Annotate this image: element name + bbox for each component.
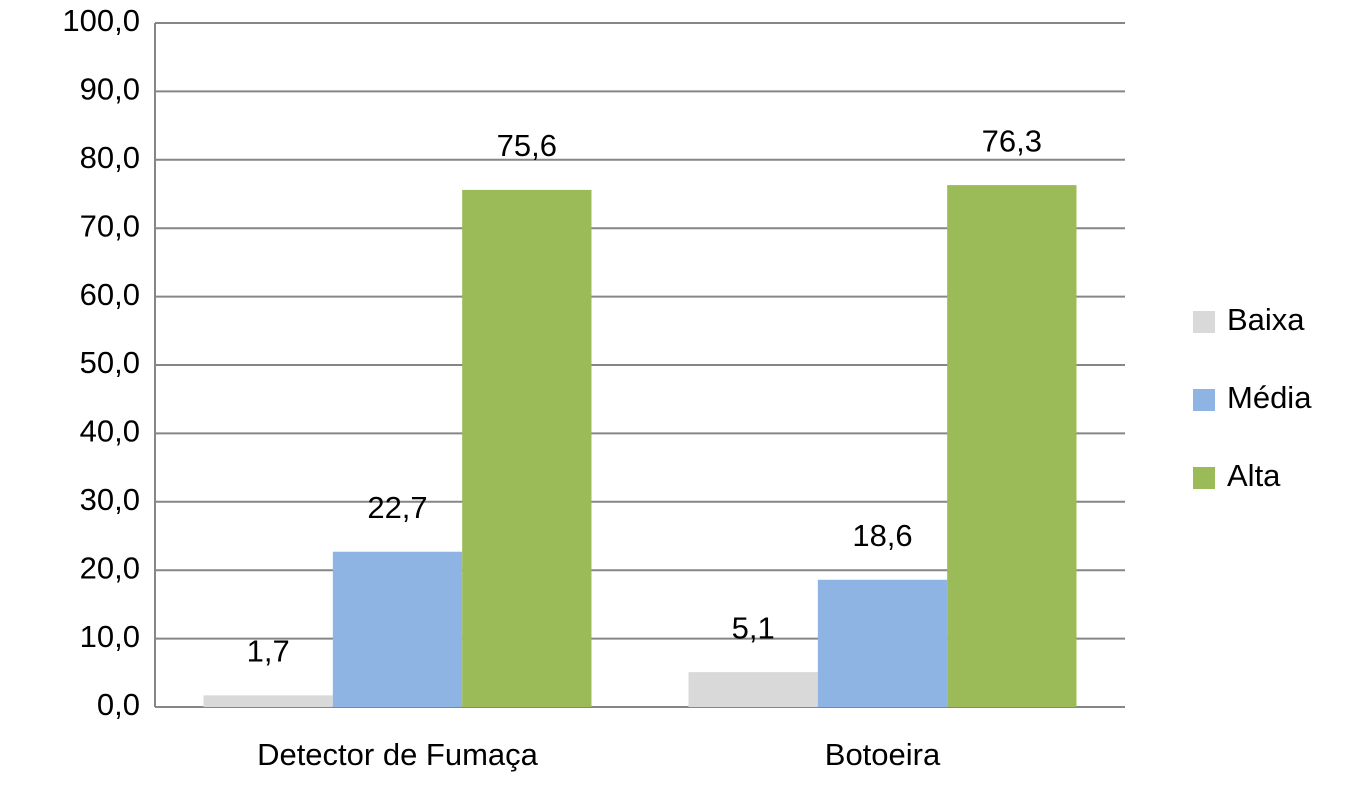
y-tick-label: 20,0 — [80, 550, 140, 585]
legend-swatch — [1193, 311, 1215, 333]
bar — [688, 672, 818, 707]
bar — [332, 551, 463, 707]
x-tick-label: Botoeira — [825, 737, 941, 772]
x-tick-label: Detector de Fumaça — [257, 737, 539, 772]
y-tick-label: 40,0 — [80, 414, 140, 449]
data-label: 1,7 — [247, 634, 290, 669]
y-tick-label: 70,0 — [80, 208, 140, 243]
data-label: 5,1 — [732, 610, 775, 645]
legend-label: Baixa — [1227, 302, 1305, 337]
y-tick-label: 100,0 — [62, 3, 140, 38]
data-label: 22,7 — [367, 490, 427, 525]
legend-label: Média — [1227, 380, 1312, 415]
y-tick-label: 50,0 — [80, 345, 140, 380]
bar — [462, 189, 592, 707]
y-tick-label: 30,0 — [80, 482, 140, 517]
y-tick-label: 0,0 — [97, 687, 140, 722]
bar — [817, 579, 948, 707]
legend-label: Alta — [1227, 458, 1281, 493]
legend-swatch — [1193, 467, 1215, 489]
data-label: 18,6 — [852, 518, 912, 553]
y-tick-label: 80,0 — [80, 140, 140, 175]
bar — [203, 695, 333, 707]
data-label: 75,6 — [497, 128, 557, 163]
y-tick-label: 90,0 — [80, 72, 140, 107]
y-tick-label: 60,0 — [80, 277, 140, 312]
y-tick-label: 10,0 — [80, 619, 140, 654]
bar — [947, 185, 1077, 707]
data-label: 76,3 — [982, 123, 1042, 158]
legend-swatch — [1193, 389, 1215, 411]
